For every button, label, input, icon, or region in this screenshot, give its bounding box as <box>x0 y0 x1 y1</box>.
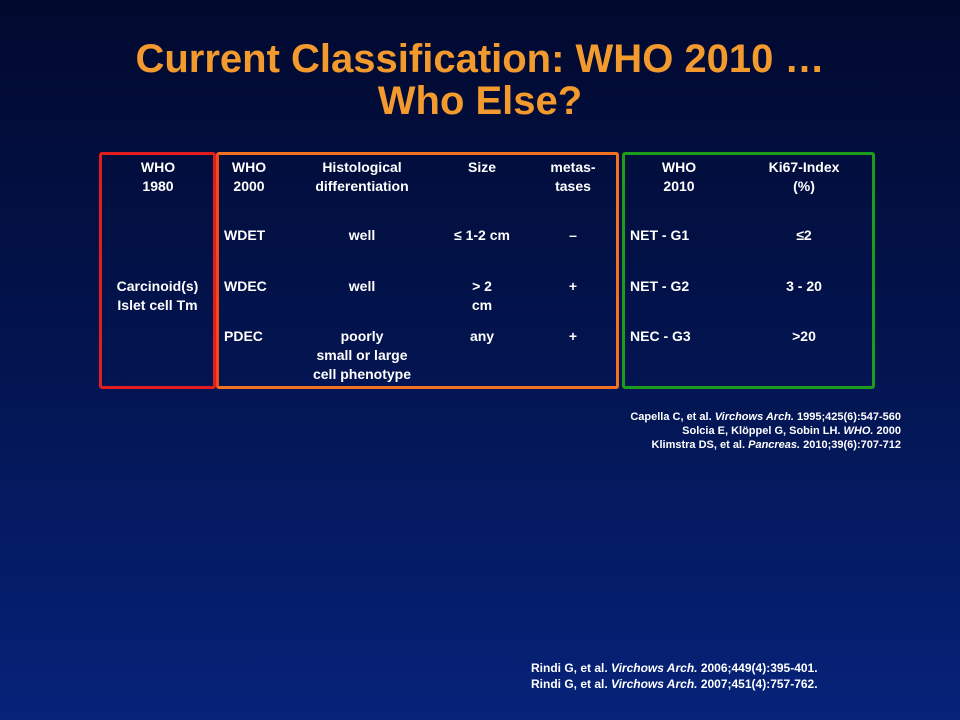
who2000-row2-size: > 2 cm <box>471 278 493 313</box>
who2010-box <box>622 152 875 389</box>
who2000-row1-grade: WDET <box>224 227 266 243</box>
who2000-box <box>216 152 619 389</box>
title-line-2: Who Else? <box>377 79 583 123</box>
size-header: Size <box>467 159 496 175</box>
reference-line: Solcia E, Klöppel G, Sobin LH. WHO. 2000 <box>682 425 901 437</box>
who2010-row1-grade: NET - G1 <box>630 227 690 243</box>
who2010-header: WHO 2010 <box>661 159 697 194</box>
who2000-row3-grade: PDEC <box>224 328 263 344</box>
reference-line: Rindi G, et al. Virchows Arch. 2007;451(… <box>531 677 818 691</box>
who2000-row3-histological: poorly small or large cell phenotype <box>312 328 412 382</box>
who2010-row3-ki67: >20 <box>792 328 816 344</box>
metastases-header: metas- tases <box>550 159 596 194</box>
who2010-row3-grade: NEC - G3 <box>630 328 691 344</box>
references-block: Capella C, et al. Virchows Arch. 1995;42… <box>630 410 901 452</box>
reference-line: Klimstra DS, et al. Pancreas. 2010;39(6)… <box>651 439 901 451</box>
slide-title: Current Classification: WHO 2010 … Who E… <box>0 38 960 122</box>
who2000-header: WHO 2000 <box>231 159 267 194</box>
title-line-1: Current Classification: WHO 2010 … <box>135 37 825 81</box>
who2000-row2-metastases: + <box>568 278 578 294</box>
who2000-row1-size: ≤ 1-2 cm <box>454 227 510 243</box>
who2000-row3-size: any <box>469 328 495 344</box>
who2000-row2-grade: WDEC <box>224 278 267 294</box>
histological-header: Histological differentiation <box>315 159 409 194</box>
rindi-references-block: Rindi G, et al. Virchows Arch. 2006;449(… <box>531 660 818 692</box>
who1980-box <box>99 152 216 389</box>
who1980-header: WHO 1980 <box>140 159 176 194</box>
who2010-row2-grade: NET - G2 <box>630 278 690 294</box>
reference-line: Capella C, et al. Virchows Arch. 1995;42… <box>630 411 901 423</box>
who2000-row3-metastases: + <box>568 328 578 344</box>
who2010-row2-ki67: 3 - 20 <box>786 278 822 294</box>
who2000-row2-histological: well <box>348 278 376 294</box>
ki67-header: Ki67-Index (%) <box>768 159 840 194</box>
who2000-row1-metastases: – <box>569 227 577 243</box>
reference-line: Rindi G, et al. Virchows Arch. 2006;449(… <box>531 661 818 675</box>
who1980-value: Carcinoid(s) Islet cell Tm <box>116 278 199 313</box>
who2010-row1-ki67: ≤2 <box>796 227 812 243</box>
who2000-row1-histological: well <box>348 227 376 243</box>
